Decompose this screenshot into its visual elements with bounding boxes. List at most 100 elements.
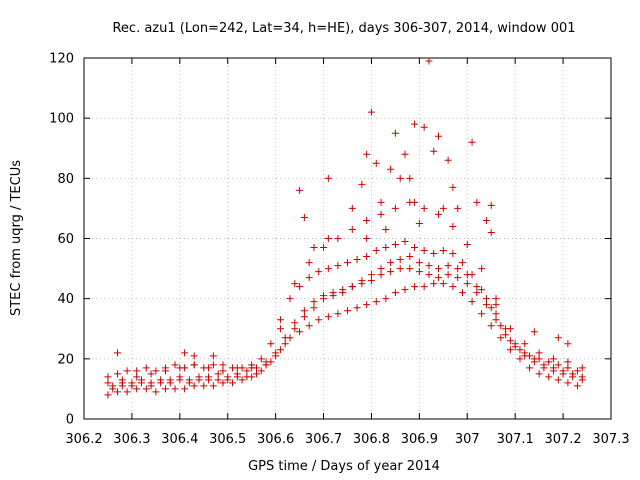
data-point	[363, 301, 371, 309]
data-point	[104, 391, 112, 399]
data-point	[425, 262, 433, 270]
data-point	[458, 289, 466, 297]
data-point	[305, 259, 313, 267]
data-point	[372, 247, 380, 255]
data-point	[497, 322, 505, 330]
data-point	[109, 385, 117, 393]
data-point	[315, 316, 323, 324]
data-point	[171, 385, 179, 393]
data-point	[133, 367, 141, 375]
data-point	[391, 289, 399, 297]
data-point	[114, 349, 122, 357]
data-point	[564, 364, 572, 372]
data-point	[454, 265, 462, 273]
data-point	[478, 310, 486, 318]
data-point	[449, 222, 457, 230]
data-point	[487, 304, 495, 312]
data-point	[463, 271, 471, 279]
data-point	[114, 388, 122, 396]
data-point	[415, 259, 423, 267]
data-point	[238, 376, 246, 384]
data-point	[550, 355, 558, 363]
data-point	[219, 361, 227, 369]
data-point	[526, 352, 534, 360]
data-point	[564, 358, 572, 366]
data-point	[502, 331, 510, 339]
data-point	[128, 382, 136, 390]
data-point	[363, 235, 371, 242]
data-point	[200, 382, 208, 390]
data-point	[358, 277, 366, 285]
data-point	[133, 385, 141, 393]
data-point	[387, 268, 395, 276]
x-tick-label: 307.1	[497, 432, 534, 447]
data-point	[492, 316, 500, 324]
data-point	[511, 340, 519, 348]
data-point	[415, 219, 423, 227]
data-point	[387, 259, 395, 267]
data-point	[554, 376, 562, 384]
data-point	[363, 216, 371, 224]
data-point	[401, 238, 409, 246]
data-point	[396, 265, 404, 273]
data-point	[382, 244, 390, 252]
y-tick-label: 100	[49, 112, 74, 127]
data-point	[449, 183, 457, 191]
data-point	[133, 373, 141, 381]
data-point	[296, 328, 304, 336]
data-point	[252, 370, 260, 378]
data-point	[506, 337, 514, 345]
data-point	[401, 150, 409, 158]
data-point	[363, 253, 371, 261]
data-point	[334, 310, 342, 318]
data-point	[152, 367, 160, 375]
data-point	[492, 295, 500, 303]
data-point	[439, 204, 447, 212]
data-point	[324, 313, 332, 321]
data-point	[415, 268, 423, 276]
data-point	[492, 301, 500, 309]
x-axis-label: GPS time / Days of year 2014	[248, 459, 440, 474]
data-point	[147, 370, 155, 378]
data-point	[367, 277, 375, 285]
data-point	[104, 373, 112, 381]
data-point	[267, 340, 275, 348]
data-point	[425, 57, 433, 65]
data-point	[276, 316, 284, 324]
y-axis-label: STEC from uqrg / TECUs	[9, 160, 24, 316]
data-point	[262, 361, 270, 369]
data-point	[482, 301, 490, 309]
y-tick-label: 80	[57, 172, 74, 187]
data-point	[281, 334, 289, 342]
data-point	[339, 289, 347, 297]
data-point	[391, 241, 399, 249]
data-point	[439, 247, 447, 255]
data-point	[205, 364, 213, 372]
data-point	[324, 174, 332, 182]
data-point	[219, 367, 227, 375]
data-point	[411, 120, 419, 128]
data-point	[463, 241, 471, 249]
data-point	[243, 367, 251, 375]
data-point	[248, 364, 256, 372]
data-point	[286, 295, 294, 303]
data-point	[176, 364, 184, 372]
data-point	[521, 340, 529, 348]
data-point	[487, 201, 495, 209]
data-point	[573, 367, 581, 375]
data-point	[367, 108, 375, 116]
data-point	[142, 385, 150, 393]
data-point	[391, 129, 399, 137]
data-point	[137, 379, 145, 387]
x-tick-label: 306.7	[305, 432, 342, 447]
data-point	[435, 274, 443, 282]
data-point	[219, 379, 227, 387]
x-tick-label: 306.9	[401, 432, 438, 447]
data-point	[458, 259, 466, 267]
data-point	[535, 349, 543, 357]
data-point	[411, 198, 419, 206]
data-point	[430, 147, 438, 155]
data-point	[578, 364, 586, 372]
data-point	[506, 325, 514, 333]
